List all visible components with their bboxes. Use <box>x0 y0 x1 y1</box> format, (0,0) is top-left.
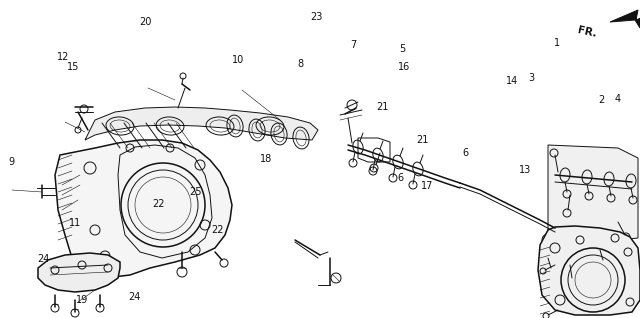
Text: 16: 16 <box>398 62 411 72</box>
Polygon shape <box>38 253 120 292</box>
Text: FR.: FR. <box>577 25 598 39</box>
Text: 1: 1 <box>554 38 560 48</box>
Polygon shape <box>55 140 232 278</box>
Text: 22: 22 <box>152 198 165 209</box>
Text: 23: 23 <box>310 12 323 23</box>
Text: 9: 9 <box>8 157 15 167</box>
Polygon shape <box>548 145 638 240</box>
Text: 21: 21 <box>416 135 429 145</box>
Text: 8: 8 <box>298 59 304 69</box>
Text: 12: 12 <box>56 52 69 62</box>
Text: 5: 5 <box>399 44 405 54</box>
Text: 13: 13 <box>518 165 531 175</box>
Text: 3: 3 <box>528 73 534 83</box>
Text: 17: 17 <box>421 181 434 191</box>
Text: 6: 6 <box>463 148 469 158</box>
Text: 11: 11 <box>69 218 82 228</box>
Polygon shape <box>610 10 640 28</box>
Text: 21: 21 <box>376 101 389 112</box>
Text: 14: 14 <box>506 76 518 86</box>
Text: 18: 18 <box>259 154 272 164</box>
Text: 19: 19 <box>76 294 88 305</box>
Text: 25: 25 <box>189 187 202 197</box>
Text: 7: 7 <box>350 39 356 50</box>
Text: 22: 22 <box>211 225 224 235</box>
Text: 10: 10 <box>232 55 244 66</box>
Polygon shape <box>85 107 318 140</box>
Text: 24: 24 <box>37 254 50 264</box>
Text: 20: 20 <box>140 17 152 27</box>
Text: 15: 15 <box>67 62 80 72</box>
Text: 6: 6 <box>397 173 403 183</box>
Text: 4: 4 <box>614 93 621 104</box>
Text: 24: 24 <box>128 292 141 302</box>
Polygon shape <box>538 226 640 315</box>
Text: 2: 2 <box>598 95 605 105</box>
